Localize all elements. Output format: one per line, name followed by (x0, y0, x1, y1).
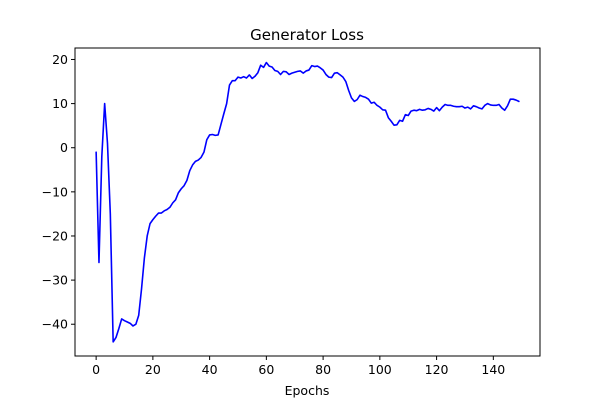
chart-title: Generator Loss (250, 26, 364, 44)
y-tick-label: −30 (42, 273, 68, 288)
plot-area-frame (74, 47, 541, 357)
y-tick-label: −10 (42, 184, 68, 199)
x-tick-label: 0 (92, 362, 100, 377)
x-axis: 0 20 40 60 80 100 120 140 (92, 356, 505, 377)
y-axis: −40 −30 −20 −10 0 10 20 (42, 52, 75, 332)
y-tick-label: 20 (52, 52, 68, 67)
x-axis-label: Epochs (285, 383, 330, 398)
x-tick-label: 20 (145, 362, 161, 377)
y-tick-label: 10 (52, 96, 68, 111)
x-tick-label: 140 (481, 362, 505, 377)
series-layer (95, 61, 520, 343)
y-tick-label: −20 (42, 228, 68, 243)
y-tick-label: 0 (60, 140, 68, 155)
y-tick-label: −40 (42, 317, 68, 332)
x-tick-label: 100 (368, 362, 392, 377)
series-line (95, 61, 520, 343)
x-tick-label: 60 (258, 362, 274, 377)
x-tick-label: 40 (202, 362, 218, 377)
x-tick-label: 120 (425, 362, 449, 377)
x-tick-label: 80 (315, 362, 331, 377)
